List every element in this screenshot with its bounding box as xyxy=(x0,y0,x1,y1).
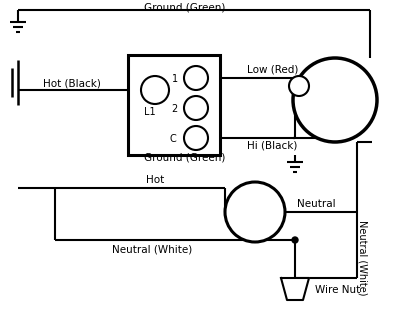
Text: Ground (Green): Ground (Green) xyxy=(144,153,226,163)
Circle shape xyxy=(289,76,309,96)
Text: Hi (Black): Hi (Black) xyxy=(247,141,297,151)
Circle shape xyxy=(184,66,208,90)
Text: Wire Nut: Wire Nut xyxy=(315,285,360,295)
Text: Hot (Black): Hot (Black) xyxy=(43,78,101,88)
Circle shape xyxy=(141,76,169,104)
Text: Pump: Pump xyxy=(239,207,271,217)
Text: Neutral (White): Neutral (White) xyxy=(358,220,368,296)
Text: Hot: Hot xyxy=(146,175,164,185)
Text: 1: 1 xyxy=(172,74,178,84)
Text: L1: L1 xyxy=(144,107,156,117)
Text: Neutral (White): Neutral (White) xyxy=(112,245,192,255)
Circle shape xyxy=(184,126,208,150)
Circle shape xyxy=(225,182,285,242)
Circle shape xyxy=(184,96,208,120)
Circle shape xyxy=(292,237,298,243)
Text: Ground (Green): Ground (Green) xyxy=(144,2,226,12)
Text: Low (Red): Low (Red) xyxy=(247,65,298,75)
Polygon shape xyxy=(281,278,309,300)
Circle shape xyxy=(293,58,377,142)
Text: 2: 2 xyxy=(172,104,178,114)
Text: Neutral: Neutral xyxy=(297,199,335,209)
Bar xyxy=(128,55,220,155)
Text: C: C xyxy=(169,134,176,144)
Text: Motor: Motor xyxy=(319,103,351,113)
